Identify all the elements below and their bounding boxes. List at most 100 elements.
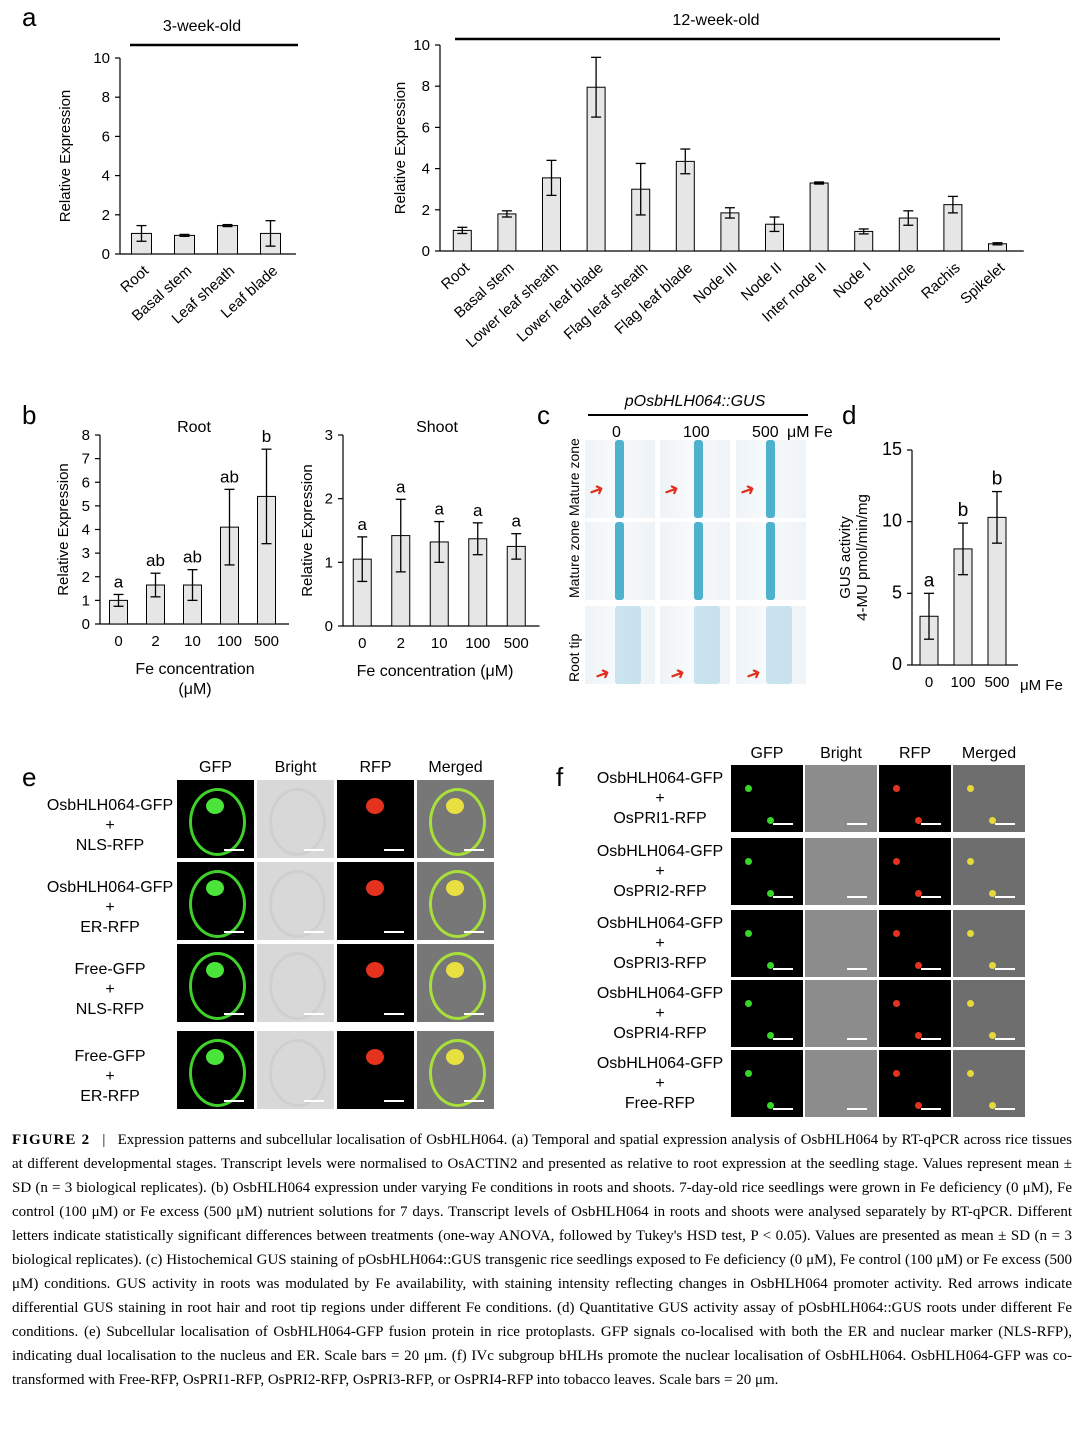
y-tick-label: 15 [882, 439, 902, 459]
y-tick-label: 0 [325, 618, 333, 635]
red-arrow-icon: ➜ [585, 478, 607, 503]
panel-letter-f: f [556, 762, 564, 792]
panel-letter-c: c [537, 400, 550, 430]
bar-Leaf sheath [217, 225, 238, 255]
micrograph-gfp [177, 862, 254, 940]
x-unit-label: μM Fe [1020, 677, 1063, 694]
nucleus-dot [745, 858, 752, 865]
column-header-rfp: RFP [359, 759, 392, 776]
y-tick-label: 2 [82, 569, 90, 586]
y-axis-label: Relative Expression [299, 464, 316, 597]
construct-name: ER-RFP [80, 1088, 140, 1105]
nucleus-dot [915, 1032, 922, 1039]
x-axis-label: Fe concentration [135, 661, 254, 678]
construct-name: OsbHLH064-GFP [596, 915, 724, 932]
caption-separator: | [102, 1132, 106, 1148]
scale-bar [773, 968, 793, 970]
nucleus-dot [893, 930, 900, 937]
nucleus-dot [915, 890, 922, 897]
scale-bar [847, 896, 867, 898]
x-tick-label: 2 [151, 633, 159, 650]
y-axis-label: Relative Expression [57, 90, 74, 223]
gus-col-0: 0 [612, 424, 621, 441]
nucleus-signal [365, 962, 384, 978]
micrograph-bright [805, 765, 877, 832]
significance-letter: a [473, 501, 483, 520]
nucleus-dot [745, 930, 752, 937]
scale-bar [304, 849, 324, 851]
micrograph-rfp [337, 780, 414, 858]
nucleus-dot [767, 890, 774, 897]
y-tick-label: 4 [82, 522, 90, 539]
micrograph-rfp [337, 944, 414, 1022]
nucleus-dot [745, 1000, 752, 1007]
nucleus-dot [745, 785, 752, 792]
nucleus-dot [767, 1032, 774, 1039]
nucleus-dot [989, 1032, 996, 1039]
construct-name: OsPRI2-RFP [613, 883, 707, 900]
construct-name: Free-GFP [74, 1048, 146, 1065]
scale-bar [773, 1108, 793, 1110]
protoplast-outline [189, 788, 246, 856]
plus-sign: + [655, 863, 665, 880]
nucleus-dot [767, 817, 774, 824]
nucleus-signal [445, 962, 464, 978]
row-label: OsbHLH064-GFP + OsPRI1-RFP [585, 769, 735, 829]
protoplast-outline [269, 1039, 326, 1107]
micrograph-merged [417, 862, 494, 940]
root-stain [694, 606, 720, 684]
scale-bar [995, 1108, 1015, 1110]
nucleus-dot [967, 1000, 974, 1007]
y-tick-label: 1 [325, 554, 333, 571]
scale-bar [304, 931, 324, 933]
gus-stain-image: ➜ [585, 440, 655, 518]
protoplast-outline [429, 870, 486, 938]
micrograph-bright [257, 1031, 334, 1109]
y-tick-label: 0 [422, 243, 430, 260]
nucleus-dot [967, 785, 974, 792]
nucleus-signal [365, 798, 384, 814]
significance-letter: a [358, 515, 368, 534]
gus-col-500: 500 [752, 424, 779, 441]
y-tick-label: 7 [82, 451, 90, 468]
y-tick-label: 8 [82, 427, 90, 444]
column-header-merged: Merged [428, 759, 483, 776]
chart-title: Shoot [416, 419, 458, 436]
scale-bar [921, 896, 941, 898]
row-label: Free-GFP + NLS-RFP [30, 960, 190, 1020]
construct-name: OsPRI1-RFP [613, 810, 707, 827]
y-tick-label: 10 [882, 511, 902, 531]
micrograph-rfp [879, 838, 951, 905]
construct-name: OsbHLH064-GFP [596, 1055, 724, 1072]
micrograph-bright [805, 838, 877, 905]
nucleus-signal [445, 1049, 464, 1065]
scale-bar [847, 1038, 867, 1040]
x-tick-label: 2 [397, 635, 405, 652]
protoplast-outline [269, 952, 326, 1020]
root-stain [694, 522, 703, 600]
scale-bar [224, 931, 244, 933]
scale-bar [995, 896, 1015, 898]
scale-bar [304, 1100, 324, 1102]
panel-letter-e: e [22, 762, 37, 792]
micrograph-gfp [177, 1031, 254, 1109]
x-tick-label: 100 [217, 633, 242, 650]
nucleus-dot [893, 858, 900, 865]
nucleus-dot [989, 817, 996, 824]
protoplast-outline [189, 952, 246, 1020]
construct-name: OsbHLH064-GFP [596, 985, 724, 1002]
x-tick-label: Rachis [918, 259, 963, 302]
construct-name: OsPRI4-RFP [613, 1025, 707, 1042]
column-header-rfp: RFP [899, 745, 931, 762]
micrograph-bright [257, 780, 334, 858]
plus-sign: + [655, 790, 665, 807]
scale-bar [224, 1013, 244, 1015]
micrograph-bright [257, 944, 334, 1022]
y-tick-label: 2 [422, 202, 430, 219]
nucleus-signal [445, 798, 464, 814]
row-label: OsbHLH064-GFP + ER-RFP [30, 878, 190, 938]
significance-letter: a [114, 572, 124, 591]
protoplast-outline [429, 788, 486, 856]
bar-Basal stem [497, 213, 517, 252]
y-tick-label: 5 [82, 498, 90, 515]
